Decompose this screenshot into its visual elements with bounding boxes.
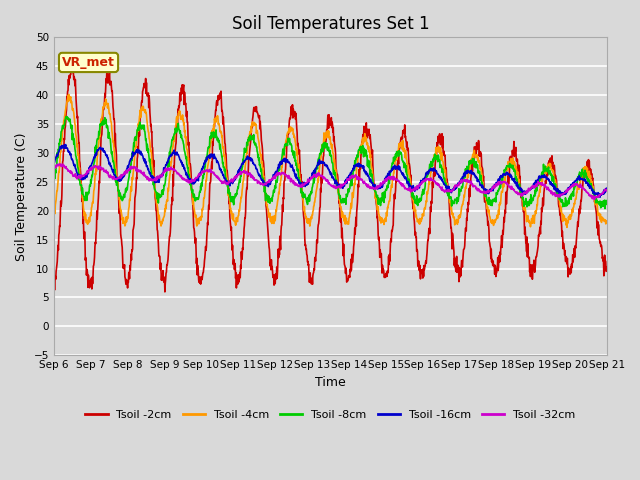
Title: Soil Temperatures Set 1: Soil Temperatures Set 1	[232, 15, 429, 33]
X-axis label: Time: Time	[315, 376, 346, 389]
Legend: Tsoil -2cm, Tsoil -4cm, Tsoil -8cm, Tsoil -16cm, Tsoil -32cm: Tsoil -2cm, Tsoil -4cm, Tsoil -8cm, Tsoi…	[81, 405, 580, 424]
Text: VR_met: VR_met	[62, 56, 115, 69]
Y-axis label: Soil Temperature (C): Soil Temperature (C)	[15, 132, 28, 261]
